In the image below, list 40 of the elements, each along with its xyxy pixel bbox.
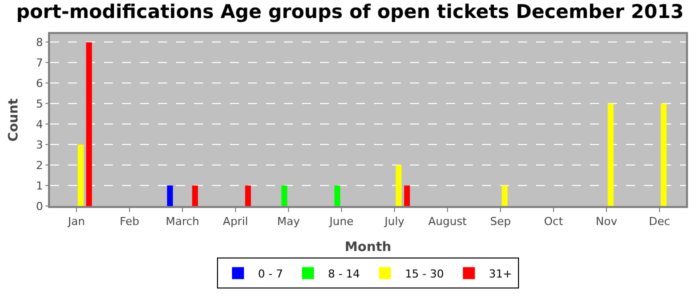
y-tick-label: 0 (36, 200, 44, 213)
x-tick-label: Feb (120, 214, 140, 228)
bar (192, 186, 198, 206)
x-tick-label: June (328, 214, 354, 228)
y-tick-label: 4 (36, 118, 44, 131)
x-tick-label: March (166, 214, 200, 228)
x-tick-label: July (384, 214, 405, 228)
bar (281, 186, 288, 206)
x-tick-label: Dec (648, 214, 670, 228)
bar (78, 144, 84, 206)
legend-label: 15 - 30 (404, 267, 444, 280)
legend-label: 0 - 7 (258, 267, 283, 280)
bar (404, 186, 410, 206)
y-axis-title: Count (6, 98, 22, 142)
y-tick-label: 5 (36, 97, 44, 110)
bar (660, 104, 667, 206)
y-tick-label: 8 (36, 36, 44, 50)
bar (86, 42, 92, 206)
y-tick-label: 1 (36, 179, 44, 192)
bar (502, 186, 508, 206)
x-tick-label: May (277, 214, 300, 228)
bar (396, 165, 402, 206)
legend-label: 31+ (488, 267, 512, 280)
x-axis-title: Month (344, 240, 392, 256)
x-tick-label: Jan (67, 214, 85, 228)
y-tick-label: 6 (36, 76, 44, 90)
y-tick-label: 3 (36, 138, 44, 152)
legend-label: 8 - 14 (328, 267, 360, 280)
y-tick-label: 7 (36, 56, 44, 70)
x-tick-label: Nov (596, 214, 618, 228)
bar (608, 104, 614, 206)
x-tick-label: Oct (544, 214, 564, 228)
bar (334, 186, 340, 206)
x-tick-label: Sep (490, 214, 511, 228)
y-tick-label: 2 (36, 158, 44, 172)
bar (245, 186, 251, 206)
bar (167, 186, 173, 206)
x-tick-label: April (222, 214, 248, 228)
chart-title: port-modifications Age groups of open tickets December 2013 (16, 0, 684, 23)
x-tick-label: August (428, 214, 468, 228)
